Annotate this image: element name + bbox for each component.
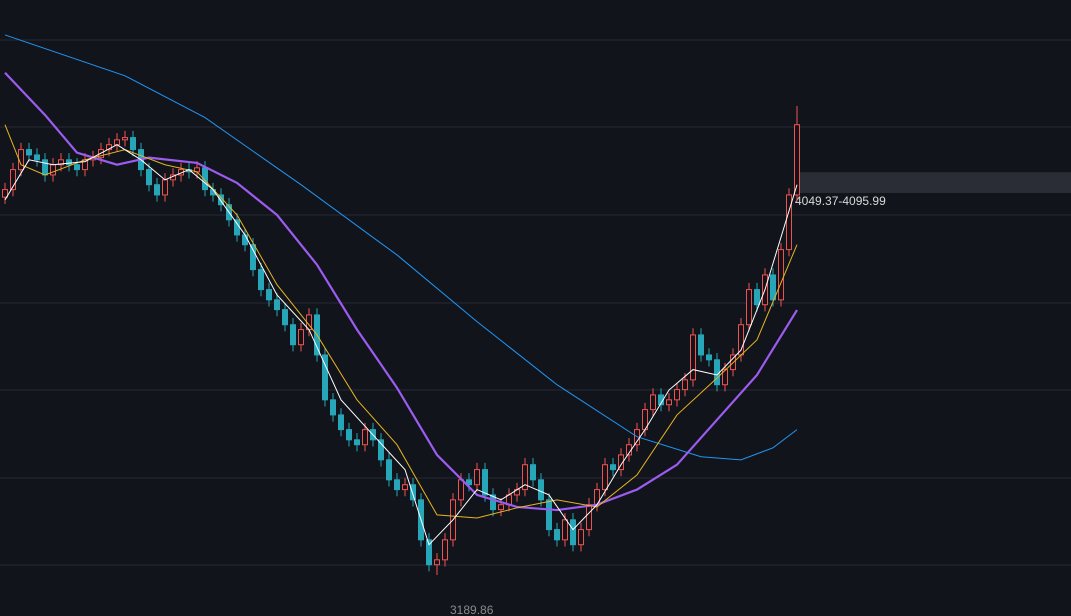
candle-body: [394, 479, 400, 491]
ma-line: [4, 34, 798, 461]
candle-body: [746, 289, 752, 326]
candle-body: [490, 494, 496, 511]
candle-body: [578, 529, 584, 546]
candle-body: [674, 389, 680, 401]
candle-body: [754, 289, 760, 306]
candle-body: [602, 464, 608, 491]
candle-body: [242, 234, 248, 246]
candle-body: [58, 159, 64, 166]
candle-body: [586, 504, 592, 531]
candle-body: [130, 137, 136, 151]
ma-line: [4, 144, 798, 546]
candle-body: [714, 359, 720, 386]
candle-body: [722, 369, 728, 386]
ma-line: [4, 124, 798, 519]
candle-body: [786, 194, 792, 251]
candle-body: [162, 179, 168, 196]
candle-body: [482, 469, 488, 496]
candle-body: [66, 159, 72, 166]
candle-body: [330, 399, 336, 416]
low-label: 3189.86: [450, 603, 494, 616]
candle-body: [426, 539, 432, 566]
candle-body: [538, 479, 544, 501]
candle-body: [338, 414, 344, 431]
candle-body: [698, 334, 704, 356]
candle-body: [610, 464, 616, 471]
candle-body: [442, 539, 448, 561]
candle-body: [282, 309, 288, 326]
candle-body: [434, 559, 440, 566]
candle-body: [546, 499, 552, 531]
candle-body: [794, 124, 800, 196]
candle-body: [274, 299, 280, 311]
candle-body: [386, 459, 392, 481]
candle-body: [474, 469, 480, 486]
candle-body: [570, 519, 576, 546]
candle-body: [770, 274, 776, 301]
candle-body: [362, 429, 368, 446]
candle-body: [682, 379, 688, 391]
candle-body: [354, 439, 360, 446]
candle-body: [666, 399, 672, 406]
candle-body: [778, 249, 784, 301]
candle-body: [26, 149, 32, 156]
candle-body: [290, 324, 296, 346]
candle-body: [74, 164, 80, 171]
candle-body: [258, 269, 264, 291]
candle-body: [10, 169, 16, 191]
candle-body: [378, 439, 384, 461]
candle-body: [690, 334, 696, 381]
candle-body: [530, 464, 536, 481]
candle-body: [146, 169, 152, 186]
candle-body: [298, 329, 304, 346]
candle-body: [650, 394, 656, 411]
candle-body: [706, 354, 712, 361]
candle-body: [562, 519, 568, 541]
candle-body: [34, 154, 40, 161]
candle-body: [42, 159, 48, 176]
candle-body: [322, 354, 328, 401]
candle-body: [402, 484, 408, 491]
candle-body: [250, 244, 256, 271]
candle-body: [154, 184, 160, 196]
candle-body: [498, 504, 504, 511]
candle-body: [618, 454, 624, 471]
candle-body: [458, 479, 464, 501]
candle-body: [122, 137, 128, 141]
candle-body: [266, 289, 272, 301]
candle-body: [114, 139, 120, 146]
candle-body: [554, 529, 560, 541]
candle-body: [2, 189, 8, 198]
range-label: 4049.37-4095.99: [795, 194, 886, 208]
range-band: [795, 172, 1071, 193]
candle-body: [466, 479, 472, 486]
candle-body: [410, 484, 416, 501]
candle-body: [522, 464, 528, 491]
candle-body: [50, 164, 56, 176]
candle-body: [346, 429, 352, 441]
ma-line: [4, 71, 798, 512]
candle-body: [234, 219, 240, 236]
